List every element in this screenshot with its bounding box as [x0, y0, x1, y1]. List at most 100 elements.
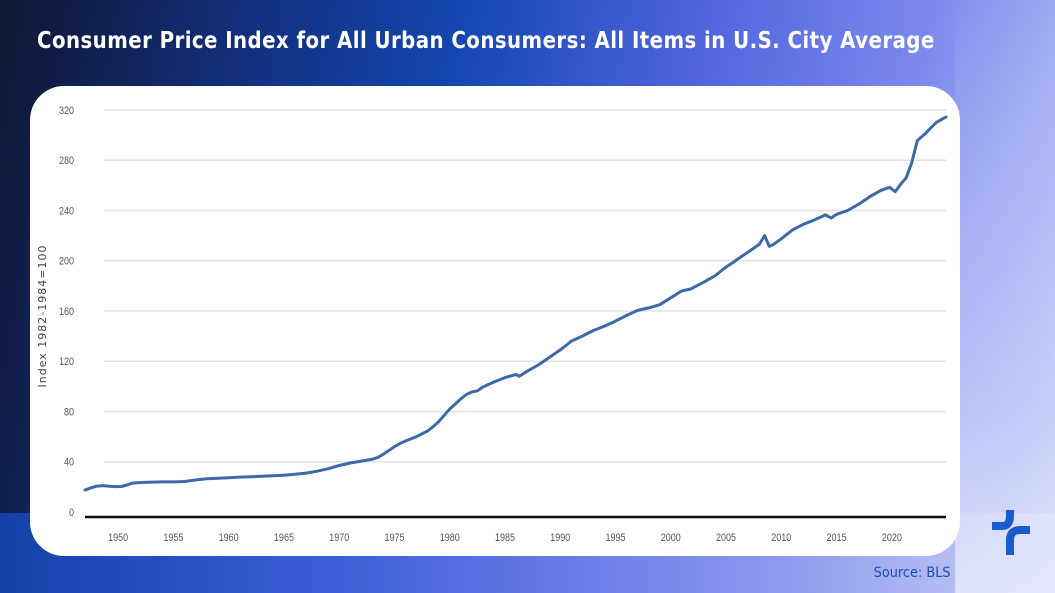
x-tick-label: 1980 [440, 532, 460, 544]
data-point [238, 475, 241, 479]
data-point [326, 467, 330, 470]
data-point [393, 445, 396, 448]
data-point [260, 475, 264, 478]
y-tick-label: 40 [64, 457, 74, 469]
y-axis-ticks: 0 40 80 120 160 200 240 280 320 [59, 105, 74, 519]
data-point [893, 190, 897, 193]
data-point [454, 402, 457, 406]
data-point [625, 314, 628, 317]
data-point [271, 474, 275, 478]
data-point [680, 289, 684, 293]
data-point [691, 286, 695, 289]
data-point [636, 309, 639, 312]
data-point [767, 245, 771, 248]
data-point [614, 319, 617, 323]
x-tick-label: 2000 [661, 532, 681, 544]
data-point [437, 420, 440, 423]
data-point [567, 341, 571, 345]
data-point [868, 195, 871, 198]
y-tick-label: 200 [59, 256, 74, 268]
x-tick-label: 2020 [882, 532, 902, 544]
data-point [293, 473, 297, 476]
data-point [139, 481, 142, 484]
data-point [150, 480, 153, 484]
data-point [360, 459, 363, 463]
data-point [249, 475, 252, 479]
data-point [216, 477, 219, 480]
data-point [83, 488, 87, 492]
data-point [780, 237, 783, 240]
data-point [771, 243, 774, 247]
data-point [227, 476, 230, 479]
data-point [172, 480, 175, 484]
data-point [702, 280, 706, 284]
page-title: Consumer Price Index for All Urban Consu… [37, 28, 935, 54]
x-tick-label: 1950 [108, 532, 128, 544]
data-point [592, 329, 595, 332]
data-point [713, 274, 717, 278]
y-tick-label: 280 [59, 156, 74, 168]
chart-card [30, 86, 960, 556]
x-tick-label: 1975 [384, 532, 404, 544]
data-point [857, 203, 860, 206]
data-point [101, 484, 104, 487]
data-point [919, 136, 922, 139]
data-point [465, 393, 468, 396]
data-point [689, 287, 692, 291]
data-point [120, 485, 123, 488]
data-point [899, 182, 902, 186]
data-point [448, 407, 451, 411]
x-tick-label: 1995 [606, 532, 626, 544]
x-axis-ticks: 1950 1955 1960 1965 1970 1975 1980 1985 1990 1995… [108, 532, 902, 544]
data-point [603, 324, 606, 328]
data-point [131, 481, 134, 485]
data-point [763, 234, 766, 237]
data-point [205, 477, 208, 480]
data-point [829, 216, 833, 220]
data-point [802, 223, 805, 226]
data-point [376, 456, 380, 459]
gridlines [104, 109, 946, 463]
data-point [944, 115, 948, 119]
data-point [570, 339, 573, 343]
brand-logo-icon [992, 510, 1030, 555]
data-point [371, 458, 374, 461]
data-point [916, 139, 919, 142]
x-tick-label: 1985 [495, 532, 515, 544]
data-point [735, 258, 739, 261]
data-point [732, 260, 735, 264]
data-point [518, 375, 521, 378]
data-point [525, 370, 529, 373]
x-tick-label: 1960 [219, 532, 239, 544]
y-tick-label: 320 [59, 105, 74, 117]
data-point [746, 250, 750, 254]
data-point [923, 132, 927, 136]
data-point [161, 480, 164, 484]
data-point [813, 218, 816, 222]
data-point [114, 485, 118, 488]
x-tick-label: 1955 [163, 532, 183, 544]
y-tick-label: 240 [59, 206, 74, 218]
y-tick-label: 80 [64, 407, 74, 419]
data-point [426, 429, 429, 433]
x-tick-label: 2005 [716, 532, 736, 544]
data-point [503, 376, 507, 379]
series-layer [83, 115, 948, 492]
data-point [888, 186, 891, 189]
data-point [404, 439, 407, 443]
data-point [536, 363, 540, 367]
data-point [846, 209, 849, 212]
data-point [791, 228, 794, 232]
data-point [125, 483, 129, 487]
data-point [910, 161, 913, 164]
data-point [934, 121, 938, 124]
data-point [108, 485, 111, 488]
source-label: Source: BLS [874, 565, 951, 581]
data-point [929, 127, 932, 130]
data-point [824, 213, 827, 217]
y-tick-label: 0 [69, 507, 74, 519]
data-point [581, 334, 584, 338]
data-point [304, 471, 308, 475]
y-axis-title: Index 1982-1984=100 [36, 245, 49, 388]
